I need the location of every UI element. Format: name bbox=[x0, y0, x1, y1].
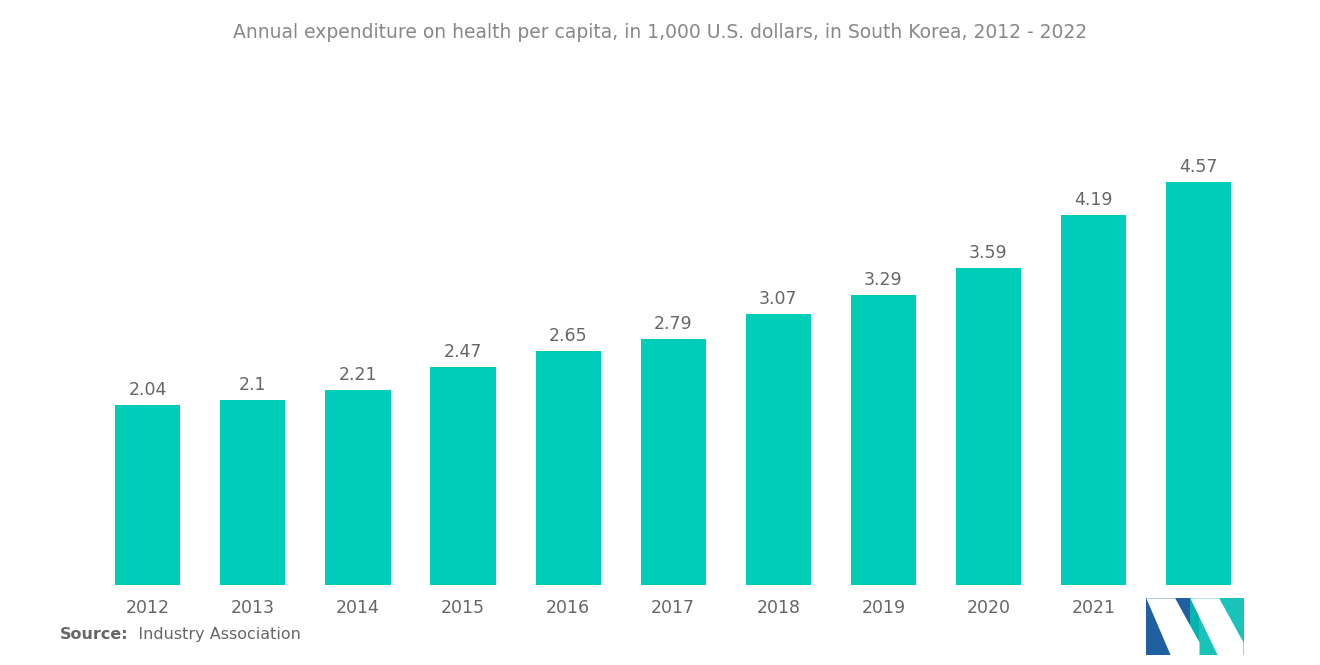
Bar bbox=[115, 405, 181, 585]
Bar bbox=[640, 339, 706, 585]
Bar bbox=[430, 367, 495, 585]
Text: 3.07: 3.07 bbox=[759, 290, 797, 308]
Text: Industry Association: Industry Association bbox=[123, 626, 301, 642]
Text: 2.1: 2.1 bbox=[239, 376, 267, 394]
Text: 3.59: 3.59 bbox=[969, 244, 1007, 262]
Bar bbox=[956, 268, 1022, 585]
Text: 2.79: 2.79 bbox=[653, 315, 693, 332]
Bar bbox=[851, 295, 916, 585]
Bar bbox=[1061, 215, 1126, 585]
Polygon shape bbox=[1146, 598, 1200, 655]
Bar bbox=[536, 351, 601, 585]
Text: 2.47: 2.47 bbox=[444, 343, 482, 361]
Text: 2.04: 2.04 bbox=[128, 381, 166, 399]
Text: Source:: Source: bbox=[59, 626, 128, 642]
Bar bbox=[220, 400, 285, 585]
Polygon shape bbox=[1191, 598, 1243, 655]
Text: Annual expenditure on health per capita, in 1,000 U.S. dollars, in South Korea, : Annual expenditure on health per capita,… bbox=[232, 23, 1088, 43]
Text: 2.21: 2.21 bbox=[339, 366, 378, 384]
Text: 3.29: 3.29 bbox=[865, 271, 903, 289]
Polygon shape bbox=[1191, 598, 1243, 655]
Text: 4.19: 4.19 bbox=[1074, 191, 1113, 209]
Bar bbox=[325, 390, 391, 585]
Polygon shape bbox=[1146, 598, 1200, 655]
Bar bbox=[1166, 182, 1232, 585]
Bar bbox=[746, 314, 810, 585]
Text: 2.65: 2.65 bbox=[549, 327, 587, 345]
Text: 4.57: 4.57 bbox=[1180, 158, 1218, 176]
